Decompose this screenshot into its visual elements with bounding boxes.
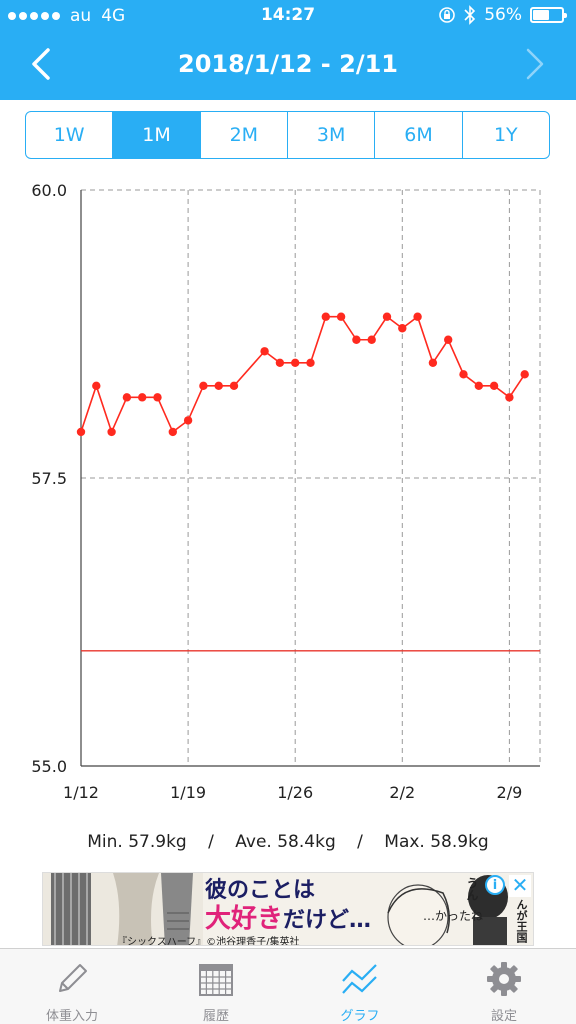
pencil-icon xyxy=(59,964,87,992)
graph-icon xyxy=(342,964,377,994)
range-tab-6m[interactable]: 6M xyxy=(374,112,461,158)
summary-separator: / xyxy=(208,832,214,852)
ad-headline-line2: だけど… xyxy=(283,908,372,933)
range-tab-3m[interactable]: 3M xyxy=(286,112,374,158)
data-point xyxy=(520,370,529,379)
chevron-right-icon xyxy=(526,48,544,80)
tab-label: グラフ xyxy=(340,1009,380,1024)
data-point xyxy=(76,427,86,437)
range-tab-1y[interactable]: 1Y xyxy=(461,112,549,158)
y-tick-label: 55.0 xyxy=(31,757,67,776)
data-point xyxy=(382,312,392,321)
back-button[interactable] xyxy=(26,46,56,82)
forward-button[interactable] xyxy=(520,46,550,82)
calendar-icon xyxy=(199,964,233,996)
carrier-label: au xyxy=(70,6,92,26)
data-point xyxy=(428,358,438,367)
chart-series xyxy=(76,312,540,652)
data-point xyxy=(214,381,223,391)
signal-strength-icon xyxy=(8,12,60,20)
data-point xyxy=(489,381,499,391)
rotation-lock-icon xyxy=(439,7,456,23)
weight-summary: Min. 57.9kg / Ave. 58.4kg / Max. 58.9kg xyxy=(0,832,576,852)
tab-weight-input[interactable]: 体重入力 xyxy=(0,949,144,1024)
battery-icon xyxy=(530,7,567,23)
tab-history[interactable]: 履歴 xyxy=(144,949,288,1024)
tab-graph[interactable]: グラフ xyxy=(288,949,432,1024)
chart-axes: 55.0 57.5 60.0 1/12 1/19 1/26 2/2 2/9 xyxy=(31,181,540,802)
battery-percent: 56% xyxy=(484,5,522,25)
y-tick-label: 57.5 xyxy=(31,469,67,488)
data-point xyxy=(107,427,116,437)
tab-label: 設定 xyxy=(490,1009,517,1024)
summary-separator: / xyxy=(357,832,363,852)
tab-label: 履歴 xyxy=(202,1009,229,1024)
ad-speech-text: …かったね xyxy=(423,909,484,923)
range-tab-1w[interactable]: 1W xyxy=(53,124,85,146)
ad-headline-line1: 彼のことは xyxy=(205,878,316,903)
x-tick-label: 2/2 xyxy=(389,783,415,802)
status-bar: au 4G 14:27 56% xyxy=(0,0,576,34)
gear-icon xyxy=(487,962,521,996)
tab-bar: 体重入力 履歴 グラフ xyxy=(0,948,576,1024)
min-weight: Min. 57.9kg xyxy=(87,832,187,852)
data-point xyxy=(444,335,453,344)
data-point xyxy=(229,381,239,391)
close-icon[interactable]: ✕ xyxy=(509,875,531,897)
data-point xyxy=(183,416,193,425)
nav-header: au 4G 14:27 56% 2018/1/12 - 2/11 xyxy=(0,0,576,100)
data-point xyxy=(367,335,376,344)
network-label: 4G xyxy=(101,6,126,26)
ad-manga-art-left xyxy=(43,873,203,945)
ad-banner[interactable]: 彼のことは 大好きだけど… 『シックスハーフ』©池谷理香子/集英社 うん …かっ… xyxy=(42,872,534,946)
weight-chart: 55.0 57.5 60.0 1/12 1/19 1/26 2/2 2/9 xyxy=(31,181,541,802)
data-point xyxy=(260,347,269,356)
weight-series-line xyxy=(80,315,526,435)
data-point xyxy=(474,381,483,391)
data-point xyxy=(168,427,177,437)
data-point xyxy=(306,358,315,367)
info-icon[interactable]: i xyxy=(485,875,505,895)
ad-credit: 『シックスハーフ』©池谷理香子/集英社 xyxy=(117,937,300,946)
data-point xyxy=(138,393,147,402)
range-selector: 1W 1M 2M 3M 6M 1Y xyxy=(25,111,550,159)
ad-headline-emphasis: 大好き xyxy=(205,904,284,934)
date-range-title: 2018/1/12 - 2/11 xyxy=(178,50,398,78)
data-point xyxy=(352,335,361,344)
status-time: 14:27 xyxy=(260,5,316,25)
ad-side-text: んが王国 xyxy=(515,899,528,943)
data-point xyxy=(413,312,422,321)
ad-speech-bubble: うん xyxy=(465,877,479,901)
data-point xyxy=(398,324,407,333)
data-point xyxy=(92,381,101,391)
data-point xyxy=(336,312,346,321)
tab-label: 体重入力 xyxy=(45,1009,98,1024)
data-point xyxy=(459,370,468,379)
chart-grid xyxy=(81,189,541,766)
data-point xyxy=(291,358,300,367)
average-weight: Ave. 58.4kg xyxy=(235,832,336,852)
max-weight: Max. 58.9kg xyxy=(384,832,489,852)
range-tab-1m[interactable]: 1M xyxy=(112,112,200,158)
data-point xyxy=(199,381,208,391)
x-tick-label: 1/19 xyxy=(170,783,206,802)
x-tick-label: 1/26 xyxy=(277,783,313,802)
tab-settings[interactable]: 設定 xyxy=(432,949,576,1024)
ad-headline: 彼のことは 大好きだけど… xyxy=(205,877,371,935)
x-tick-label: 1/12 xyxy=(63,783,99,802)
data-point xyxy=(275,358,285,367)
data-point xyxy=(153,393,162,402)
range-tab-2m[interactable]: 2M xyxy=(199,112,287,158)
data-point xyxy=(505,393,514,402)
data-point xyxy=(122,393,132,402)
chevron-left-icon xyxy=(32,48,50,80)
bluetooth-icon xyxy=(464,5,476,25)
x-tick-label: 2/9 xyxy=(497,783,523,802)
y-tick-label: 60.0 xyxy=(31,181,67,200)
data-point xyxy=(321,312,330,321)
